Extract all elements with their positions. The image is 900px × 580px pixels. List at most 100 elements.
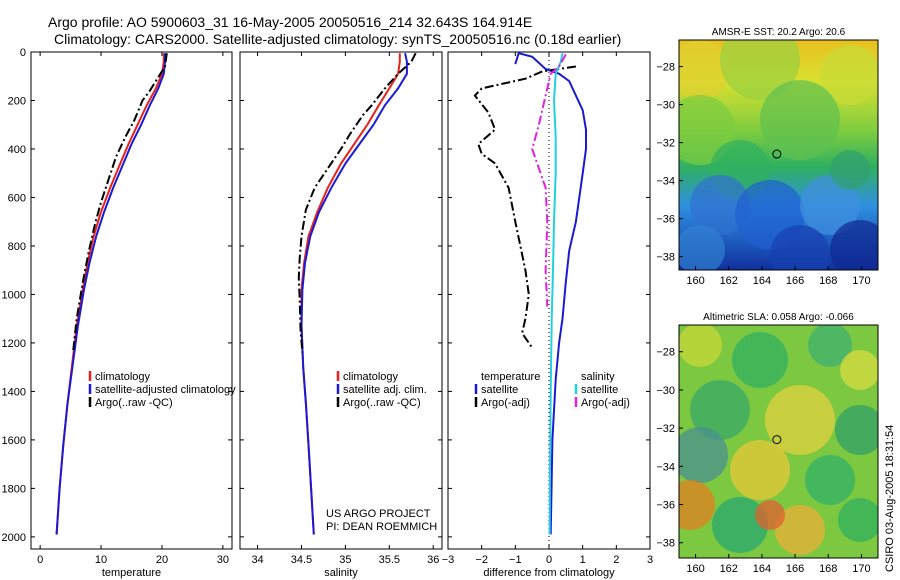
sst-color-patch [720, 40, 800, 100]
x-tick-label: 0 [37, 554, 43, 566]
y-tick-label: 800 [8, 241, 26, 253]
map-y-tick-label: −28 [656, 347, 675, 359]
sla-color-patch [730, 440, 790, 500]
sst-color-patch [830, 150, 870, 190]
y-tick-label: 0 [20, 47, 26, 59]
sst-color-patch [770, 225, 830, 270]
map-x-tick-label: 168 [819, 275, 837, 287]
map-x-tick-label: 160 [686, 275, 704, 287]
map-x-tick-label: 170 [852, 275, 870, 287]
map-frame-4 [678, 324, 879, 559]
sla-color-patch [838, 498, 878, 542]
series-line-2-3 [531, 53, 567, 307]
sla-color-patch [690, 380, 750, 440]
legend-diff-temp-label: Argo(-adj) [481, 397, 530, 409]
legend-diff-temp-label: satellite [481, 384, 518, 396]
map-field-3 [679, 40, 878, 270]
x-tick-label: 3 [647, 554, 653, 566]
legend-diff-temp-label: temperature [481, 371, 540, 383]
map-x-tick-label: 166 [786, 275, 804, 287]
x-tick-label: 35 [339, 554, 351, 566]
map-y-tick-label: −34 [656, 176, 675, 188]
sst-color-patch [690, 175, 750, 235]
sla-color-patch [732, 332, 788, 388]
x-axis-label: temperature [102, 567, 161, 579]
series-line-0-1 [55, 53, 166, 535]
sla-color-patch [835, 405, 878, 455]
map-y-tick-label: −36 [656, 500, 675, 512]
map-y-tick-label: −32 [656, 423, 675, 435]
map-y-tick-label: −36 [656, 214, 675, 226]
map-x-tick-label: 168 [819, 563, 837, 575]
x-tick-label: 36 [427, 554, 439, 566]
argo-float-marker [772, 149, 782, 159]
x-tick-label: −3 [442, 554, 455, 566]
series-line-2-1 [473, 65, 577, 349]
map-y-tick-label: −38 [656, 252, 675, 264]
y-tick-label: 2000 [2, 532, 26, 544]
map-y-tick-label: −34 [656, 461, 675, 473]
series-line-1-0 [300, 53, 401, 535]
sla-color-patch [808, 325, 852, 367]
map-x-tick-label: 160 [686, 563, 704, 575]
legend-sal-label: satellite adj. clim. [343, 384, 427, 396]
sst-color-patch [760, 80, 840, 160]
map-x-tick-label: 166 [786, 563, 804, 575]
sst-color-patch [679, 225, 725, 270]
sla-color-patch [679, 427, 728, 483]
project-annotation: US ARGO PROJECT [326, 508, 431, 520]
map-title: AMSR-E SST: 20.2 Argo: 20.6 [712, 27, 846, 38]
series-line-2-0 [514, 51, 587, 535]
map-y-tick-label: −28 [656, 62, 675, 74]
sla-color-patch [775, 505, 825, 555]
sst-color-patch [820, 45, 878, 105]
series-line-0-0 [55, 53, 165, 535]
x-tick-label: 35.5 [379, 554, 400, 566]
legend-diff-sal-label: salinity [581, 371, 615, 383]
sla-color-patch [755, 500, 785, 530]
y-tick-label: 600 [8, 192, 26, 204]
legend-sal-label: Argo(..raw -QC) [343, 397, 421, 409]
sla-color-patch [840, 350, 878, 390]
legend-diff-sal-label: satellite [581, 384, 618, 396]
sst-color-patch [830, 220, 878, 270]
y-tick-label: 400 [8, 144, 26, 156]
map-y-tick-label: −30 [656, 385, 675, 397]
legend-diff-sal-label: Argo(-adj) [581, 397, 630, 409]
chart-title-line-2: Climatology: CARS2000. Satellite-adjuste… [54, 31, 622, 47]
series-line-1-1 [300, 52, 408, 535]
y-tick-label: 200 [8, 95, 26, 107]
map-y-tick-label: −32 [656, 138, 675, 150]
map-y-tick-label: −38 [656, 538, 675, 550]
argo-float-marker [772, 435, 782, 445]
map-y-tick-label: −30 [656, 100, 675, 112]
x-tick-label: 1 [580, 554, 586, 566]
sla-color-patch [679, 480, 715, 530]
sst-color-patch [800, 175, 860, 235]
x-tick-label: 30 [217, 554, 229, 566]
x-tick-label: 20 [156, 554, 168, 566]
legend-sal-label: climatology [343, 371, 399, 383]
x-tick-label: 0 [546, 554, 552, 566]
pi-annotation: PI: DEAN ROEMMICH [326, 521, 437, 533]
x-axis-label: salinity [324, 567, 358, 579]
map-x-tick-label: 162 [720, 563, 738, 575]
x-tick-label: 34 [251, 554, 263, 566]
sla-color-patch [712, 497, 768, 553]
map-field-4 [679, 325, 878, 558]
map-x-tick-label: 162 [720, 275, 738, 287]
y-tick-label: 1800 [2, 483, 26, 495]
y-tick-label: 1200 [2, 338, 26, 350]
x-tick-label: 10 [95, 554, 107, 566]
legend-temp-label: satellite-adjusted climatology [95, 384, 236, 396]
y-tick-label: 1600 [2, 435, 26, 447]
x-tick-label: 2 [613, 554, 619, 566]
plot-frame-0 [30, 51, 233, 550]
chart-title-line-1: Argo profile: AO 5900603_31 16-May-2005 … [48, 14, 533, 30]
sla-color-patch [765, 385, 835, 455]
map-title: Altimetric SLA: 0.058 Argo: -0.066 [703, 312, 854, 323]
y-tick-label: 1400 [2, 386, 26, 398]
series-line-0-2 [72, 53, 168, 353]
legend-temp-label: climatology [95, 371, 151, 383]
